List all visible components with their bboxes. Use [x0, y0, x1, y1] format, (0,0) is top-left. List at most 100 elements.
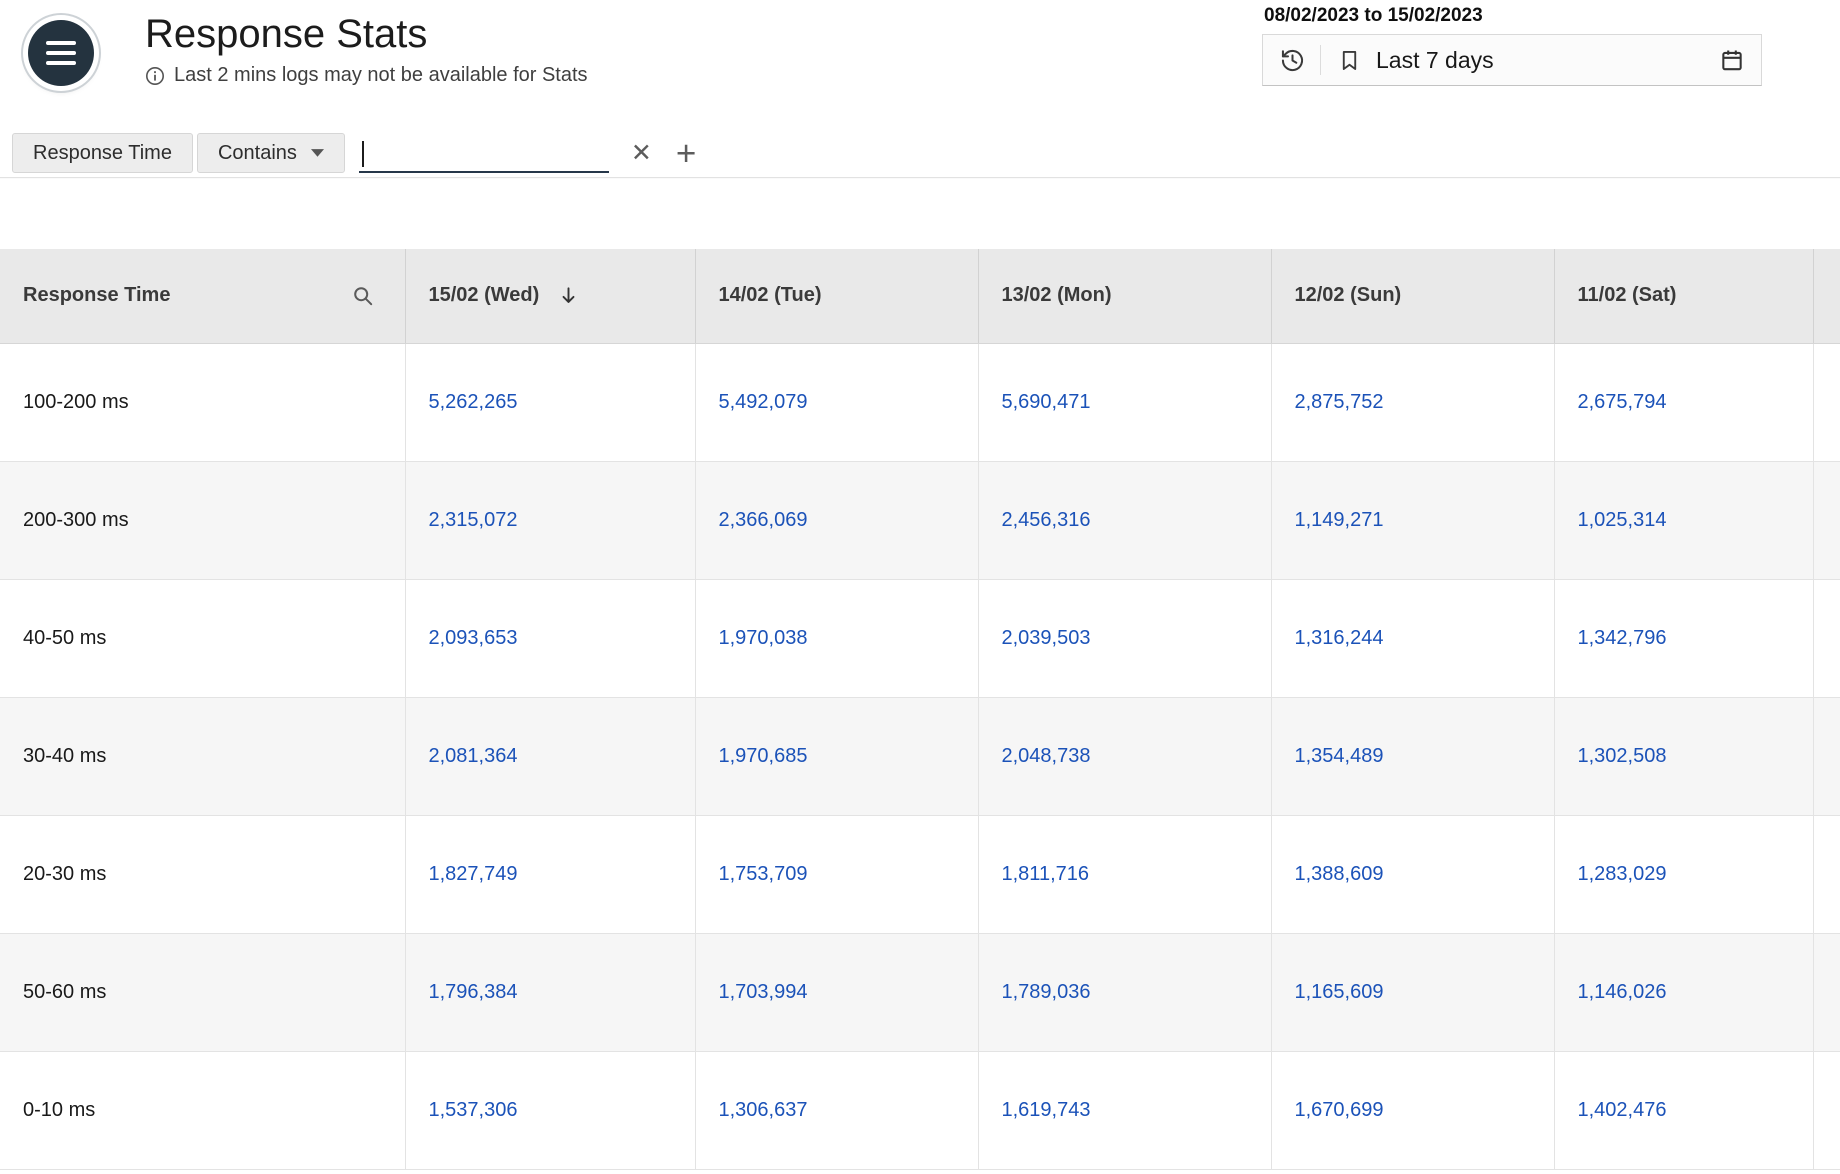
- stat-value-link[interactable]: 2,315,072: [428, 508, 518, 531]
- stat-cell: 1,796,384: [405, 933, 696, 1052]
- table-row: 40-50 ms 2,093,653 1,970,038 2,039,503 1,316…: [0, 579, 1840, 698]
- table-row: 0-10 ms 1,537,306 1,306,637 1,619,743 1,670,…: [0, 1051, 1840, 1170]
- column-header-clipped: [1813, 249, 1840, 344]
- stat-cell: 1,970,685: [695, 697, 979, 816]
- table-row: 20-30 ms 1,827,749 1,753,709 1,811,716 1,388…: [0, 815, 1840, 934]
- stat-cell: 1,388,609: [1271, 815, 1555, 934]
- filter-field-label: Response Time: [33, 141, 172, 164]
- period-selector-label[interactable]: Last 7 days: [1376, 46, 1494, 73]
- stat-cell: 1,302,508: [1554, 697, 1814, 816]
- clipped-cell: [1813, 697, 1840, 816]
- stat-cell: 2,048,738: [978, 697, 1272, 816]
- stat-value-link[interactable]: 1,342,796: [1577, 626, 1667, 649]
- stat-value-link[interactable]: 1,970,038: [718, 626, 808, 649]
- top-header: Response Stats Last 2 mins logs may not …: [0, 0, 1840, 129]
- stat-cell: 1,283,029: [1554, 815, 1814, 934]
- toolbar-divider: [1320, 45, 1321, 75]
- stat-cell: 1,165,609: [1271, 933, 1555, 1052]
- row-label: 100-200 ms: [0, 343, 406, 462]
- stat-value-link[interactable]: 2,081,364: [428, 744, 518, 767]
- stat-value-link[interactable]: 1,670,699: [1294, 1098, 1384, 1121]
- date-range-label: 08/02/2023 to 15/02/2023: [1264, 5, 1483, 26]
- search-icon[interactable]: [351, 284, 375, 308]
- stat-value-link[interactable]: 1,537,306: [428, 1098, 518, 1121]
- filter-field-chip[interactable]: Response Time: [12, 133, 193, 173]
- table-row: 200-300 ms 2,315,072 2,366,069 2,456,316 1,1…: [0, 461, 1840, 580]
- stat-value-link[interactable]: 1,402,476: [1577, 1098, 1667, 1121]
- stat-value-link[interactable]: 2,675,794: [1577, 390, 1667, 413]
- stat-cell: 1,025,314: [1554, 461, 1814, 580]
- column-header-day-1[interactable]: 15/02 (Wed): [405, 249, 696, 344]
- column-header-label: 14/02 (Tue): [718, 284, 822, 307]
- filter-operator-label: Contains: [217, 141, 297, 164]
- stat-value-link[interactable]: 1,619,743: [1001, 1098, 1091, 1121]
- column-header-label: 12/02 (Sun): [1294, 284, 1402, 307]
- calendar-button[interactable]: [1719, 47, 1745, 73]
- stat-value-link[interactable]: 1,283,029: [1577, 862, 1667, 885]
- stat-value-link[interactable]: 1,316,244: [1294, 626, 1384, 649]
- stat-value-link[interactable]: 1,306,637: [718, 1098, 808, 1121]
- sort-desc-icon: [557, 284, 580, 307]
- stat-value-link[interactable]: 1,789,036: [1001, 980, 1091, 1003]
- column-header-day-3[interactable]: 13/02 (Mon): [978, 249, 1272, 344]
- stat-value-link[interactable]: 1,811,716: [1001, 862, 1090, 885]
- stat-value-link[interactable]: 2,366,069: [718, 508, 808, 531]
- stat-value-link[interactable]: 1,827,749: [428, 862, 518, 885]
- stat-value-link[interactable]: 1,165,609: [1294, 980, 1384, 1003]
- stat-cell: 1,827,749: [405, 815, 696, 934]
- stat-value-link[interactable]: 1,354,489: [1294, 744, 1384, 767]
- clear-filter-button[interactable]: ✕: [630, 138, 652, 167]
- stat-cell: 1,354,489: [1271, 697, 1555, 816]
- stat-value-link[interactable]: 1,753,709: [718, 862, 808, 885]
- column-header-day-2[interactable]: 14/02 (Tue): [695, 249, 979, 344]
- stat-value-link[interactable]: 1,302,508: [1577, 744, 1667, 767]
- hamburger-menu-button[interactable]: [28, 20, 94, 86]
- stat-value-link[interactable]: 1,796,384: [428, 980, 518, 1003]
- stat-cell: 1,306,637: [695, 1051, 979, 1170]
- row-label: 0-10 ms: [0, 1051, 406, 1170]
- stat-value-link[interactable]: 1,970,685: [718, 744, 808, 767]
- stat-cell: 1,789,036: [978, 933, 1272, 1052]
- stat-cell: 1,149,271: [1271, 461, 1555, 580]
- filter-value-input[interactable]: [358, 133, 609, 171]
- clipped-cell: [1813, 461, 1840, 580]
- row-label: 40-50 ms: [0, 579, 406, 698]
- column-header-label: Response Time: [23, 284, 171, 307]
- table-header-row: Response Time 15/02 (Wed): [0, 249, 1840, 344]
- column-header-response-time[interactable]: Response Time: [0, 249, 406, 344]
- stat-cell: 2,675,794: [1554, 343, 1814, 462]
- stat-value-link[interactable]: 5,262,265: [428, 390, 518, 413]
- stat-cell: 5,492,079: [695, 343, 979, 462]
- stat-value-link[interactable]: 2,456,316: [1001, 508, 1091, 531]
- filter-operator-dropdown[interactable]: Contains: [196, 133, 345, 173]
- stat-value-link[interactable]: 1,388,609: [1294, 862, 1384, 885]
- history-button[interactable]: [1279, 47, 1306, 74]
- column-header-day-5[interactable]: 11/02 (Sat): [1554, 249, 1814, 344]
- stat-cell: 1,753,709: [695, 815, 979, 934]
- column-header-label: 15/02 (Wed): [428, 284, 540, 307]
- column-header-label: 11/02 (Sat): [1577, 284, 1677, 307]
- table-row: 100-200 ms 5,262,265 5,492,079 5,690,471 2,8…: [0, 343, 1840, 462]
- stat-value-link[interactable]: 5,690,471: [1001, 390, 1091, 413]
- row-label: 30-40 ms: [0, 697, 406, 816]
- column-header-day-4[interactable]: 12/02 (Sun): [1271, 249, 1555, 344]
- stat-cell: 5,690,471: [978, 343, 1272, 462]
- clipped-cell: [1813, 815, 1840, 934]
- stat-cell: 1,537,306: [405, 1051, 696, 1170]
- stat-cell: 1,342,796: [1554, 579, 1814, 698]
- stat-value-link[interactable]: 5,492,079: [718, 390, 808, 413]
- stat-cell: 1,402,476: [1554, 1051, 1814, 1170]
- stat-value-link[interactable]: 2,039,503: [1001, 626, 1091, 649]
- stat-value-link[interactable]: 1,703,994: [718, 980, 808, 1003]
- stat-value-link[interactable]: 1,025,314: [1577, 508, 1667, 531]
- bookmark-button[interactable]: [1337, 48, 1362, 73]
- stat-value-link[interactable]: 2,093,653: [428, 626, 518, 649]
- stat-value-link[interactable]: 2,875,752: [1294, 390, 1384, 413]
- add-filter-button[interactable]: +: [675, 133, 697, 173]
- stat-cell: 2,875,752: [1271, 343, 1555, 462]
- stat-value-link[interactable]: 2,048,738: [1001, 744, 1091, 767]
- stat-cell: 2,315,072: [405, 461, 696, 580]
- stat-value-link[interactable]: 1,149,271: [1294, 508, 1384, 531]
- stat-cell: 1,703,994: [695, 933, 979, 1052]
- stat-value-link[interactable]: 1,146,026: [1577, 980, 1667, 1003]
